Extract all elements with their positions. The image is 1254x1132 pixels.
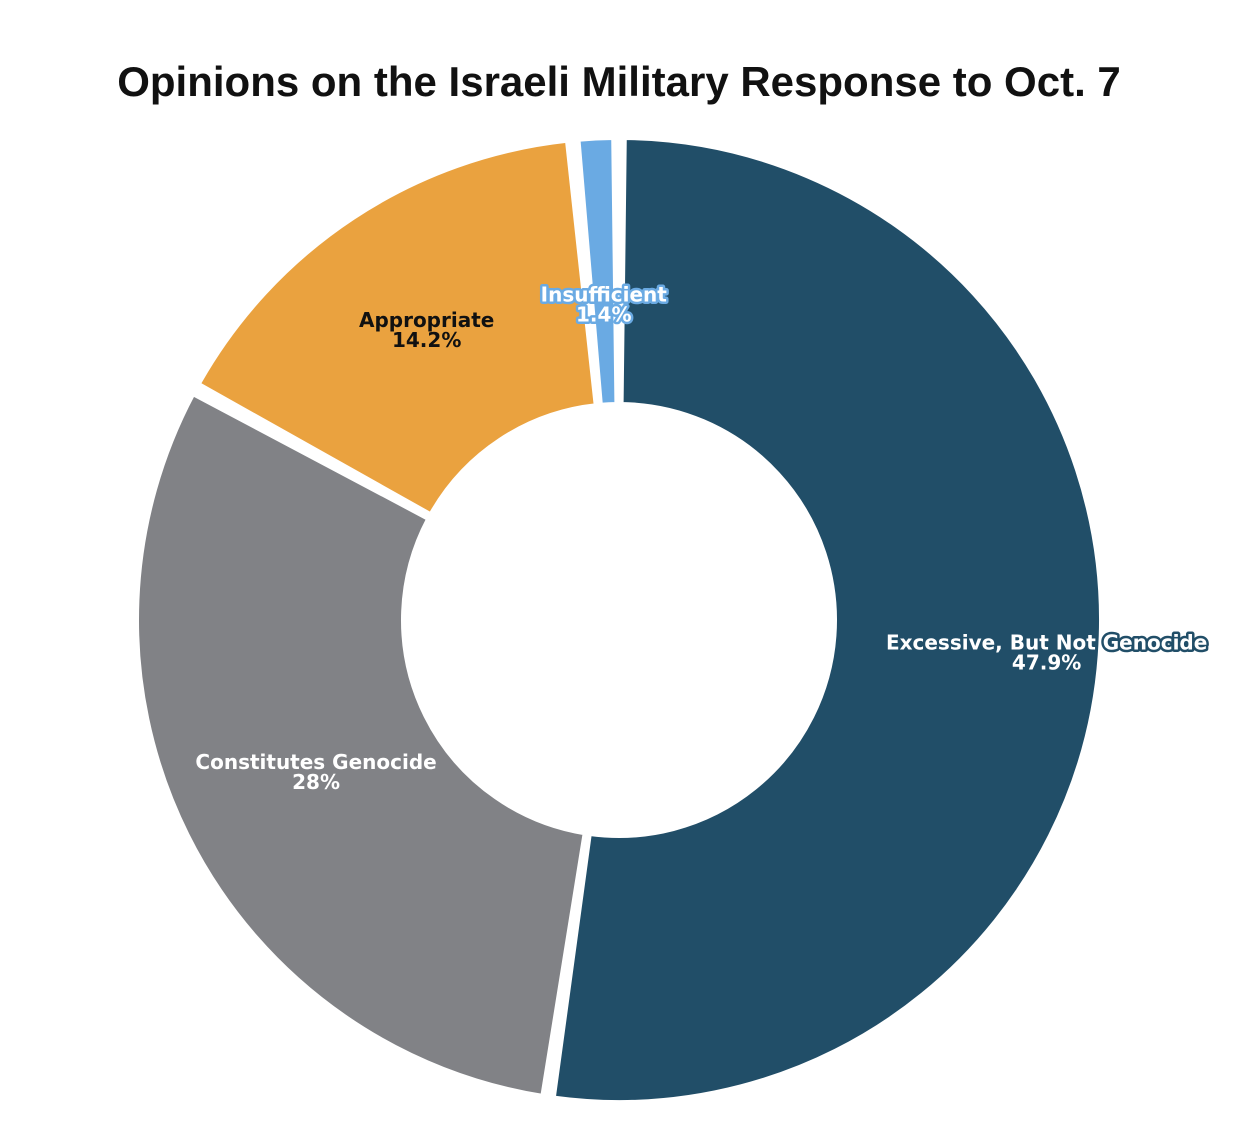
- slice-appropriate: [196, 138, 598, 517]
- donut-slices: [135, 136, 1103, 1104]
- label-constitutes-genocide-name: Constitutes Genocide: [195, 750, 436, 774]
- label-appropriate-name: Appropriate: [359, 308, 494, 332]
- chart-title: Opinions on the Israeli Military Respons…: [117, 58, 1121, 105]
- slice-insufficient: [576, 136, 619, 407]
- label-appropriate-value: 14.2%: [392, 328, 461, 352]
- label-constitutes-genocide-value: 28%: [292, 770, 340, 794]
- label-insufficient-name: Insufficient: [541, 282, 668, 306]
- label-insufficient-value: 1.4%: [576, 302, 631, 326]
- label-excessive-but-not-genocide-name: Excessive, But Not Genocide: [886, 631, 1207, 655]
- slice-constitutes-genocide: [135, 392, 587, 1098]
- label-excessive-but-not-genocide-value: 47.9%: [1012, 651, 1081, 675]
- slice-excessive-but-not-genocide: [551, 136, 1103, 1104]
